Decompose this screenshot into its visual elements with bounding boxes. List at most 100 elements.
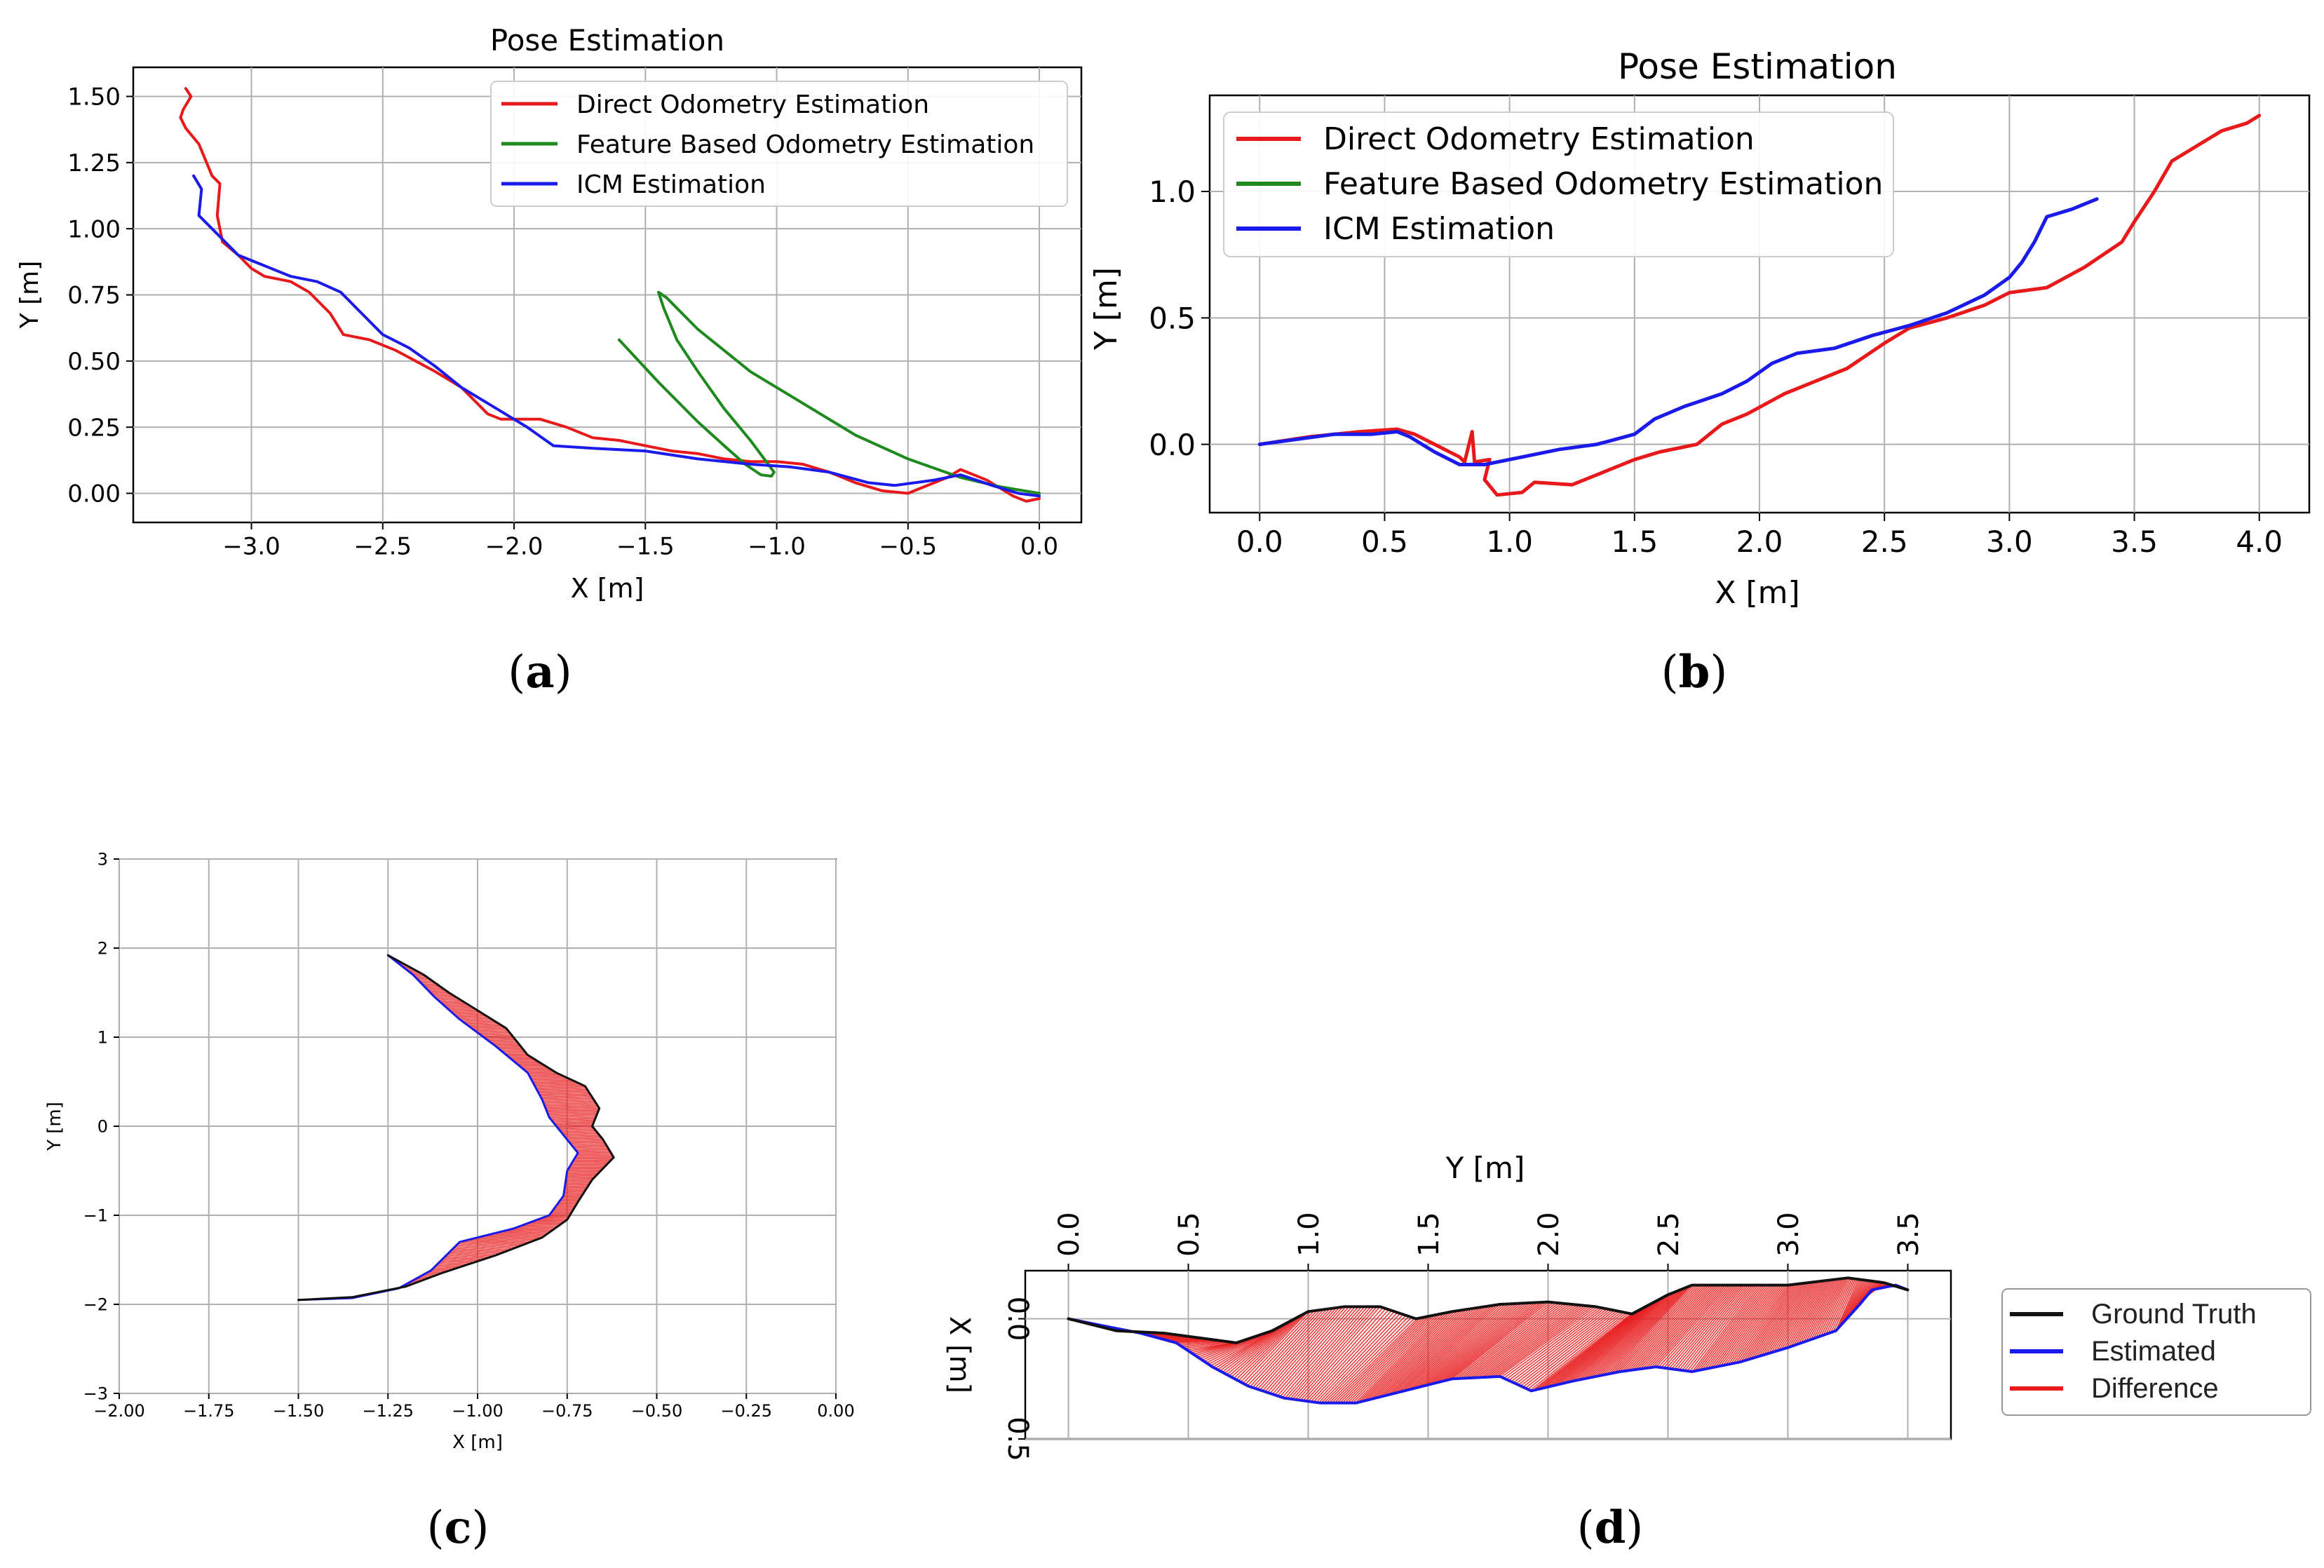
panel-c-difference-line xyxy=(532,1079,572,1082)
panel-d-difference-line xyxy=(1328,1318,1415,1404)
panel-d-difference-line xyxy=(1461,1302,1560,1379)
panel-d-difference-line xyxy=(1459,1302,1557,1379)
panel-c-xtick-label: −0.50 xyxy=(631,1401,683,1421)
panel-d-difference-line xyxy=(1255,1309,1327,1389)
panel-d-xtick-label: 0.0 xyxy=(1053,1212,1086,1257)
panel-d-difference-line xyxy=(1491,1305,1588,1378)
panel-d-difference-line xyxy=(1604,1286,1688,1376)
panel-d-difference-line xyxy=(1508,1308,1605,1381)
panel-d-difference-line xyxy=(1297,1306,1381,1400)
panel-d-difference-line xyxy=(1578,1295,1667,1381)
panel-d-difference-line xyxy=(1504,1306,1600,1379)
panel-d-difference-line xyxy=(1339,1316,1427,1404)
panel-c-difference-line xyxy=(522,1067,549,1069)
panel-c-difference-line xyxy=(567,1137,602,1140)
panel-d-difference-line xyxy=(1766,1281,1813,1355)
panel-d-difference-line xyxy=(1755,1283,1806,1358)
panel-c-difference-line xyxy=(486,1037,515,1040)
panel-d-difference-line xyxy=(1472,1303,1570,1379)
panel-d-difference-line xyxy=(1302,1308,1386,1401)
panel-d-difference-line xyxy=(1284,1306,1365,1399)
panel-d-xtick-label: 2.5 xyxy=(1653,1212,1685,1257)
panel-d-difference-line xyxy=(1393,1306,1487,1394)
panel-c-difference-line xyxy=(576,1154,613,1157)
panel-c-difference-line xyxy=(544,1103,597,1107)
panel-d-difference-line xyxy=(1581,1294,1669,1380)
panel-d-difference-line xyxy=(1778,1280,1822,1351)
panel-d-difference-line xyxy=(1520,1310,1617,1387)
panel-c-difference-line xyxy=(538,1090,588,1094)
panel-c-difference-line xyxy=(506,1053,527,1055)
panel-c-difference-line xyxy=(415,976,427,978)
panel-c-difference-line xyxy=(459,1241,517,1248)
panel-d-difference-line xyxy=(1642,1285,1720,1370)
panel-c-difference-line xyxy=(564,1134,600,1137)
panel-c-difference-line xyxy=(502,1050,525,1053)
panel-c-difference-line xyxy=(433,994,453,997)
panel-d-difference-line xyxy=(1271,1306,1350,1395)
panel-c-difference-line xyxy=(566,1173,598,1176)
panel-c-difference-line xyxy=(429,990,447,992)
panel-c-difference-line xyxy=(539,1091,590,1095)
panel-d-difference-line xyxy=(1344,1315,1433,1404)
panel-a-ytick-label: 1.25 xyxy=(67,149,121,177)
panel-d-difference-line xyxy=(1493,1305,1590,1377)
panel-d-difference-line xyxy=(1396,1305,1489,1393)
panel-d-difference-line xyxy=(1217,1327,1280,1370)
panel-c-difference-line xyxy=(545,1104,598,1108)
panel-d-difference-line xyxy=(1464,1302,1562,1379)
panel-c-difference-line xyxy=(455,1013,484,1017)
panel-d-difference-line xyxy=(1720,1285,1781,1367)
panel-c-difference-line xyxy=(489,1040,517,1043)
panel-d-difference-line xyxy=(1299,1307,1384,1401)
panel-d-difference-line xyxy=(1733,1284,1790,1364)
panel-c-difference-line xyxy=(529,1074,561,1076)
panel-c-difference-line xyxy=(555,1122,594,1126)
panel-c-difference-line xyxy=(438,1262,465,1266)
panel-d-difference-line xyxy=(1375,1309,1467,1399)
panel-d-difference-line xyxy=(1823,1278,1851,1336)
panel-c-difference-line xyxy=(508,1229,550,1233)
panel-d-difference-line xyxy=(1277,1306,1356,1397)
panel-d-xtick-label: 1.0 xyxy=(1293,1212,1325,1257)
panel-d-difference-line xyxy=(1383,1307,1475,1397)
panel-c-difference-line xyxy=(571,1142,606,1146)
panel-c-difference-line xyxy=(471,1238,527,1245)
panel-d-difference-line xyxy=(1413,1303,1508,1389)
panel-c-difference-line xyxy=(479,1236,533,1242)
panel-c-difference-line xyxy=(493,1043,519,1046)
panel-d-difference-line xyxy=(1542,1310,1638,1389)
panel-c-difference-line xyxy=(573,1146,607,1149)
panel-d-xtick-label: 3.0 xyxy=(1773,1212,1805,1257)
panel-c-difference-line xyxy=(492,1233,543,1238)
panel-d-difference-line xyxy=(1781,1280,1823,1350)
panel-d-difference-line xyxy=(1212,1330,1274,1368)
panel-d-difference-line xyxy=(1475,1304,1572,1379)
panel-d-legend-label-estimated: Estimated xyxy=(2091,1336,2216,1367)
panel-c-xtick-label: −0.25 xyxy=(720,1401,772,1421)
panel-c-difference-line xyxy=(546,1109,599,1113)
panel-d-difference-line xyxy=(1844,1280,1867,1322)
panel-d-difference-line xyxy=(1352,1313,1441,1404)
panel-c-difference-line xyxy=(456,1244,510,1251)
panel-d-difference-line xyxy=(1738,1284,1793,1363)
panel-b: 0.0 0.5 1.0 1.5 2.0 2.5 3.0 3.5 4.0 0.0 0.5 1.0 Pos… xyxy=(1088,46,2311,698)
panel-d-difference-line xyxy=(1411,1304,1506,1390)
panel-c-difference-line xyxy=(436,997,457,1000)
panel-b-legend-label-direct: Direct Odometry Estimation xyxy=(1323,121,1755,157)
panel-d-difference-line xyxy=(1274,1306,1353,1395)
panel-d-difference-line xyxy=(1245,1310,1315,1385)
panel-c-difference-line xyxy=(475,1237,529,1243)
panel-d-difference-line xyxy=(1334,1317,1421,1404)
panel-d-difference-line xyxy=(1480,1304,1578,1378)
panel-d-difference-line xyxy=(1184,1341,1231,1349)
panel-c-difference-line xyxy=(443,1257,480,1262)
panel-d-difference-line xyxy=(1515,1309,1612,1384)
panel-c-difference-line xyxy=(550,1212,572,1215)
panel-d-legend-label-difference: Difference xyxy=(2091,1373,2219,1404)
panel-c-difference-line xyxy=(552,1210,573,1212)
panel-d-difference-line xyxy=(1226,1320,1291,1375)
panel-c-difference-line xyxy=(442,1002,466,1006)
panel-d-difference-line xyxy=(1735,1284,1792,1363)
panel-d-difference-line xyxy=(1441,1302,1539,1382)
